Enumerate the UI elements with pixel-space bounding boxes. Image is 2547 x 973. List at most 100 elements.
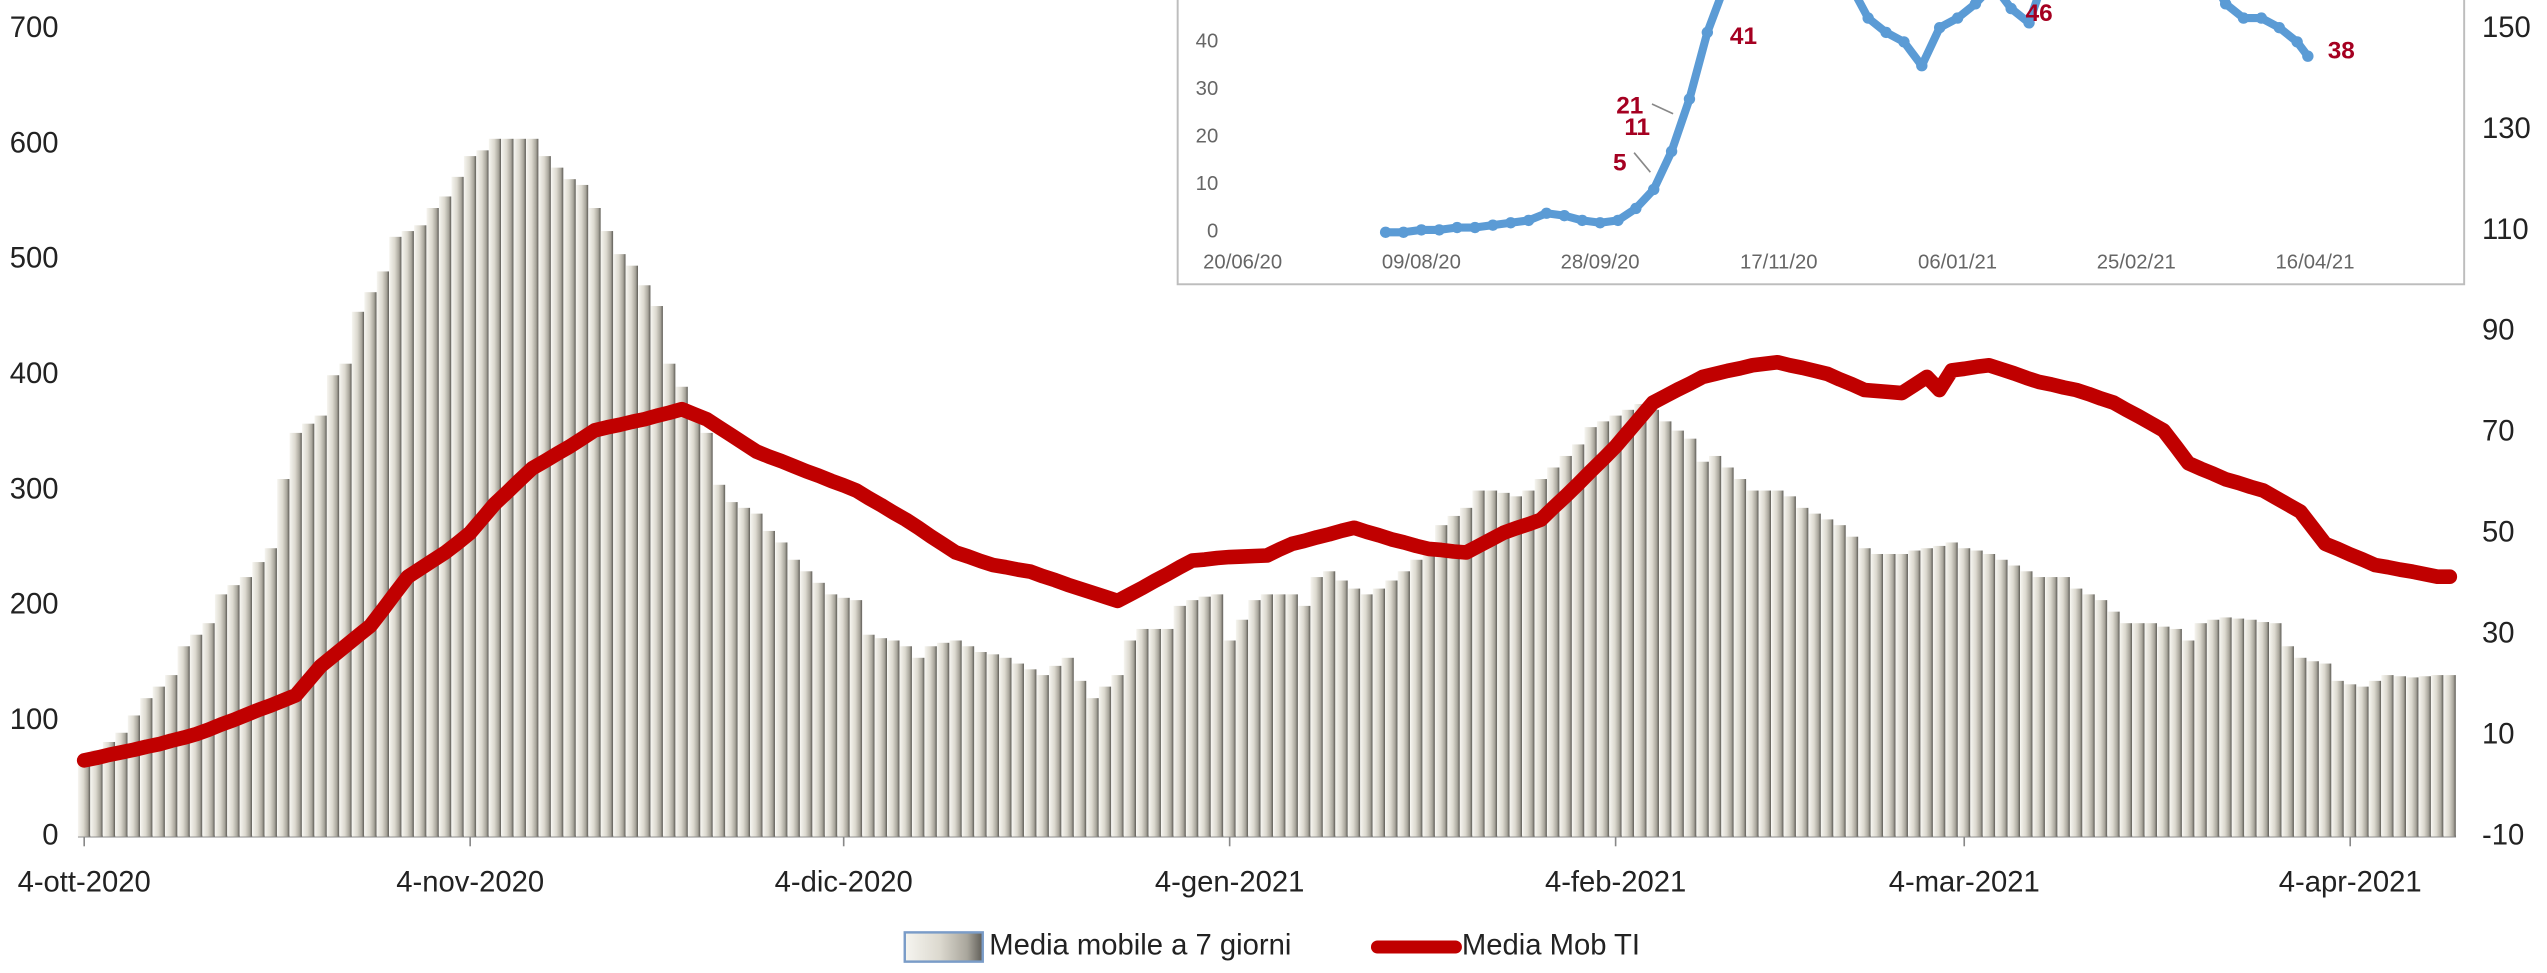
bar (1497, 492, 1510, 837)
bar (1074, 680, 1087, 837)
bar (2381, 675, 2394, 837)
inset-point (1648, 183, 1660, 196)
bar (1858, 548, 1871, 837)
bar (2032, 577, 2045, 837)
bar (588, 208, 601, 837)
x-tick-label: 4-feb-2021 (1545, 866, 1686, 898)
bar (2182, 640, 2195, 837)
bar (77, 761, 91, 837)
bar (775, 542, 788, 837)
bar (1372, 588, 1386, 837)
legend-swatch (903, 931, 984, 963)
y2-tick-label: 90 (2482, 315, 2515, 347)
bar (1708, 455, 1722, 837)
bar (339, 363, 352, 837)
y2-tick-label: 130 (2482, 113, 2531, 145)
bar (625, 265, 638, 837)
y-tick-label: 500 (10, 243, 59, 275)
bar (1572, 444, 1585, 837)
bar (762, 530, 775, 837)
bar (1347, 588, 1361, 837)
bar (277, 479, 290, 837)
bar (949, 640, 962, 837)
bar (1721, 467, 1734, 837)
bar (1235, 619, 1249, 837)
bar (961, 646, 975, 837)
bar (551, 167, 564, 837)
y-tick-label: 100 (10, 704, 59, 736)
bar (1422, 542, 1435, 837)
inset-y-tick-label: 30 (1196, 78, 1219, 100)
bar (1435, 525, 1448, 837)
inset-x-tick-label: 20/06/20 (1203, 252, 1282, 274)
bar (1310, 577, 1323, 837)
bar (2231, 618, 2245, 837)
inset-annotation: 21 (1616, 93, 1643, 120)
inset-point (1916, 60, 1928, 72)
bar (1746, 490, 1759, 837)
inset-y-tick-label: 0 (1207, 221, 1218, 243)
inset-point (2302, 50, 2314, 62)
bar (2082, 594, 2095, 837)
inset-y-tick-label: 20 (1196, 125, 1219, 147)
bar (2406, 677, 2419, 837)
bar (1621, 409, 1635, 837)
bar (1148, 628, 1161, 837)
bar (1733, 479, 1747, 837)
inset-point (2219, 0, 2232, 10)
bar (439, 196, 452, 837)
bar (712, 484, 726, 837)
bar (912, 657, 925, 837)
inset-point (2023, 17, 2035, 29)
bar (874, 638, 888, 837)
bar (688, 409, 701, 837)
bar (924, 646, 937, 837)
bar (613, 254, 626, 837)
bar (1136, 628, 1149, 837)
bar (2219, 617, 2232, 837)
bar (140, 698, 153, 837)
bar (2306, 661, 2319, 837)
inset-x-tick-label: 16/04/21 (2276, 252, 2355, 274)
bar (526, 138, 539, 837)
bar (862, 634, 875, 837)
bar (1036, 675, 1049, 837)
bar (2319, 663, 2332, 837)
inset-point (2005, 2, 2017, 15)
y-tick-label: 400 (10, 358, 59, 390)
y2-tick-label: 70 (2482, 416, 2515, 448)
inset-point (1612, 214, 1624, 227)
bar (1086, 698, 1099, 837)
legend-label: Media mobile a 7 giorni (989, 930, 1291, 962)
x-tick-label: 4-ott-2020 (18, 866, 151, 898)
x-tick-label: 4-apr-2021 (2279, 866, 2422, 898)
bar (2119, 623, 2133, 837)
leader-line (1633, 152, 1651, 173)
inset-annotation: 38 (2328, 37, 2355, 64)
bar (1459, 507, 1473, 837)
bar (675, 386, 688, 837)
bar (2144, 623, 2157, 837)
inset-annotation: 5 (1613, 149, 1627, 176)
bar (650, 306, 663, 837)
bar (1273, 594, 1286, 837)
bar (1385, 580, 1398, 837)
bar (1933, 545, 1946, 837)
bar (700, 432, 713, 837)
bar (2331, 680, 2344, 837)
y-tick-label: 600 (10, 127, 59, 159)
bar (1684, 438, 1697, 837)
bar (1982, 553, 1996, 837)
bar (1223, 640, 1236, 837)
inset-x-tick-label: 17/11/20 (1740, 252, 1818, 274)
bar (1484, 490, 1498, 837)
bar (1024, 669, 1037, 837)
inset-point (1594, 217, 1606, 229)
bar (1173, 605, 1186, 837)
inset-point (1576, 214, 1588, 227)
bar (1609, 415, 1622, 837)
bar (849, 600, 863, 837)
leader-line (1651, 103, 1674, 115)
y-tick-label: 300 (10, 473, 59, 505)
